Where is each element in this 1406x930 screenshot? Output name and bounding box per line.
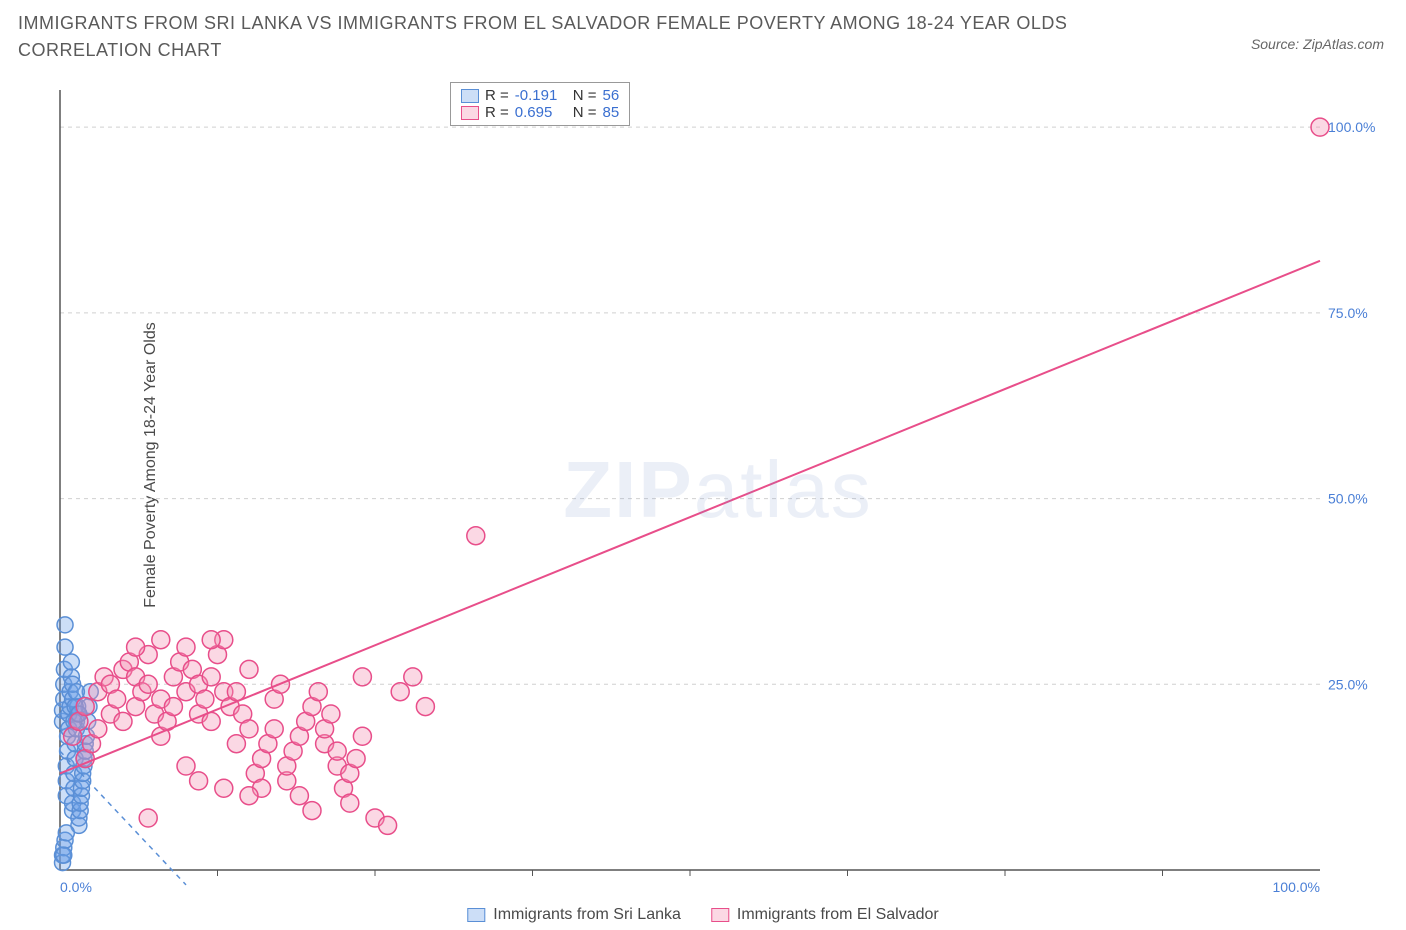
data-point-el_salvador <box>290 787 308 805</box>
legend-item: Immigrants from El Salvador <box>711 906 939 924</box>
data-point-el_salvador <box>227 683 245 701</box>
data-point-el_salvador <box>303 802 321 820</box>
data-point-el_salvador <box>196 690 214 708</box>
source-attribution: Source: ZipAtlas.com <box>1251 36 1384 52</box>
data-point-el_salvador <box>353 668 371 686</box>
legend-label: Immigrants from Sri Lanka <box>493 906 681 924</box>
data-point-el_salvador <box>240 720 258 738</box>
legend-swatch <box>467 908 485 922</box>
legend-r-label: R = <box>485 104 509 121</box>
data-point-el_salvador <box>322 705 340 723</box>
data-point-el_salvador <box>347 750 365 768</box>
data-point-el_salvador <box>108 690 126 708</box>
legend-row: R = -0.191 N = 56 <box>461 87 619 104</box>
data-point-el_salvador <box>309 683 327 701</box>
data-point-sri_lanka <box>57 617 73 633</box>
legend-r-value: 0.695 <box>515 104 567 121</box>
data-point-el_salvador <box>127 638 145 656</box>
y-tick-label: 100.0% <box>1328 119 1375 135</box>
data-point-el_salvador <box>152 631 170 649</box>
data-point-el_salvador <box>139 675 157 693</box>
data-point-el_salvador <box>164 698 182 716</box>
data-point-el_salvador <box>76 698 94 716</box>
data-point-sri_lanka <box>58 825 74 841</box>
legend-n-value: 56 <box>603 87 620 104</box>
chart-title: IMMIGRANTS FROM SRI LANKA VS IMMIGRANTS … <box>18 10 1206 64</box>
x-tick-label: 100.0% <box>1273 879 1320 895</box>
legend-r-label: R = <box>485 87 509 104</box>
y-tick-label: 50.0% <box>1328 491 1368 507</box>
series-legend: Immigrants from Sri Lanka Immigrants fro… <box>467 906 938 924</box>
trendline-el_salvador <box>60 261 1320 774</box>
data-point-el_salvador <box>177 638 195 656</box>
data-point-el_salvador <box>328 742 346 760</box>
legend-swatch <box>711 908 729 922</box>
chart-area: 25.0%50.0%75.0%100.0%0.0%100.0% ZIPatlas… <box>50 80 1386 900</box>
legend-n-label: N = <box>573 87 597 104</box>
data-point-el_salvador <box>467 527 485 545</box>
y-tick-label: 25.0% <box>1328 676 1368 692</box>
data-point-el_salvador <box>240 787 258 805</box>
data-point-el_salvador <box>1311 118 1329 136</box>
data-point-el_salvador <box>202 631 220 649</box>
legend-item: Immigrants from Sri Lanka <box>467 906 681 924</box>
data-point-el_salvador <box>416 698 434 716</box>
correlation-legend: R = -0.191 N = 56 R = 0.695 N = 85 <box>450 82 630 126</box>
data-point-el_salvador <box>202 668 220 686</box>
data-point-el_salvador <box>353 727 371 745</box>
legend-swatch <box>461 106 479 120</box>
scatter-plot: 25.0% 50.0% 75.0% 100.0% 0.0% 100.0% <box>50 80 1386 900</box>
data-point-el_salvador <box>177 757 195 775</box>
legend-swatch <box>461 89 479 103</box>
data-point-el_salvador <box>240 660 258 678</box>
data-point-el_salvador <box>89 720 107 738</box>
data-point-el_salvador <box>139 809 157 827</box>
y-tick-label: 75.0% <box>1328 305 1368 321</box>
data-point-sri_lanka <box>68 684 84 700</box>
legend-row: R = 0.695 N = 85 <box>461 104 619 121</box>
data-point-el_salvador <box>391 683 409 701</box>
data-point-el_salvador <box>227 735 245 753</box>
legend-label: Immigrants from El Salvador <box>737 906 939 924</box>
x-tick-label: 0.0% <box>60 879 92 895</box>
data-point-sri_lanka <box>63 654 79 670</box>
data-point-el_salvador <box>215 779 233 797</box>
data-point-el_salvador <box>341 794 359 812</box>
data-point-sri_lanka <box>57 639 73 655</box>
data-point-sri_lanka <box>56 847 72 863</box>
legend-r-value: -0.191 <box>515 87 567 104</box>
data-point-el_salvador <box>404 668 422 686</box>
legend-n-label: N = <box>573 104 597 121</box>
data-point-el_salvador <box>114 712 132 730</box>
legend-n-value: 85 <box>603 104 620 121</box>
data-point-el_salvador <box>190 772 208 790</box>
data-point-el_salvador <box>379 816 397 834</box>
data-point-el_salvador <box>265 720 283 738</box>
